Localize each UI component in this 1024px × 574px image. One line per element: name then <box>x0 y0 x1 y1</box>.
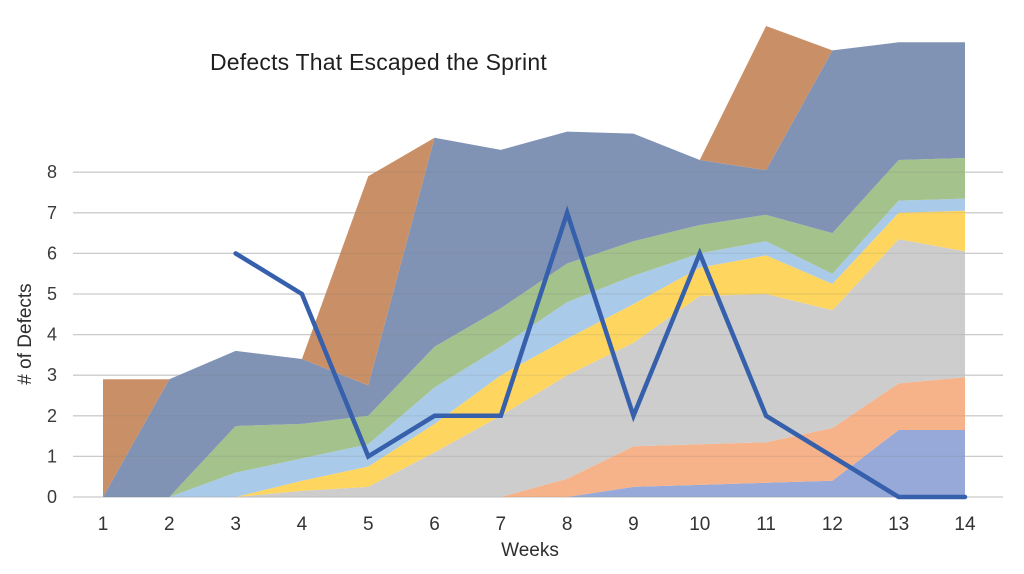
area-band-slate-blue <box>103 42 965 497</box>
y-tick-label: 7 <box>47 203 57 223</box>
escaped-defects-line <box>233 205 968 500</box>
x-tick-label: 7 <box>496 514 507 535</box>
area-band-tan <box>103 26 965 497</box>
area-band-gray <box>103 239 965 497</box>
x-tick-label: 13 <box>888 514 909 535</box>
x-tick-label: 5 <box>363 514 374 535</box>
y-tick-label: 0 <box>47 487 57 507</box>
x-tick-label: 14 <box>954 514 976 535</box>
y-tick-label: 1 <box>47 446 57 466</box>
x-tick-label: 1 <box>98 514 109 535</box>
x-tick-label: 4 <box>297 514 308 535</box>
chart-title: Defects That Escaped the Sprint <box>210 49 547 75</box>
area-band-light-blue <box>103 198 965 497</box>
x-tick-label: 8 <box>562 514 573 535</box>
area-band-green <box>103 157 965 498</box>
x-tick-label: 3 <box>230 514 241 535</box>
y-axis-title: # of Defects <box>15 283 36 385</box>
x-tick-label: 6 <box>429 514 440 535</box>
area-band-salmon <box>103 377 965 497</box>
y-tick-label: 3 <box>47 365 57 385</box>
area-band-periwinkle <box>103 430 965 497</box>
y-tick-label: 5 <box>47 284 57 304</box>
x-tick-label: 10 <box>689 514 710 535</box>
x-axis-title: Weeks <box>501 540 559 561</box>
y-tick-label: 8 <box>47 162 57 182</box>
x-tick-label: 2 <box>164 514 175 535</box>
area-band-yellow <box>103 210 965 497</box>
y-tick-label: 2 <box>47 406 57 426</box>
y-tick-label: 6 <box>47 243 57 263</box>
y-tick-label: 4 <box>47 325 57 345</box>
x-tick-label: 9 <box>628 514 639 535</box>
x-tick-label: 11 <box>756 514 776 535</box>
x-tick-label: 12 <box>822 514 843 535</box>
